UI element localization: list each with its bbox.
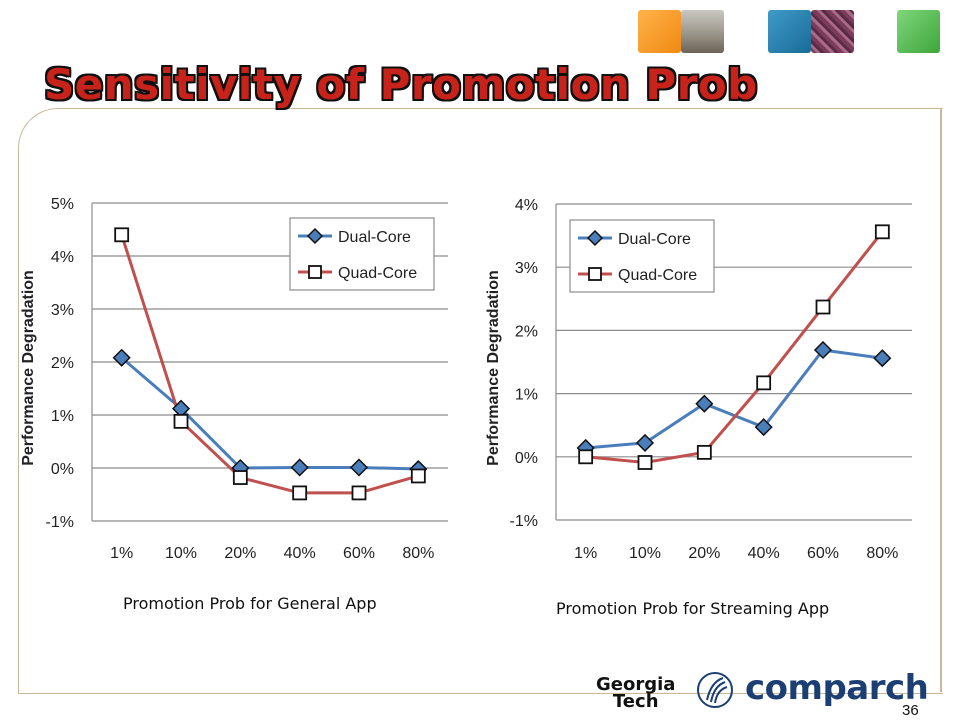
general-point-quad-core — [410, 468, 426, 484]
streaming-legend-label: Dual-Core — [618, 231, 691, 248]
general-point-quad-core — [292, 485, 308, 501]
general-series-line-dual-core — [120, 356, 419, 471]
streaming-point-quad-core — [578, 449, 594, 465]
georgia-tech-logo-line1: Georgia — [596, 674, 676, 695]
streaming-point-dual-core — [813, 340, 833, 360]
general-ytick-label: 5% — [51, 196, 74, 213]
chip-photo-tile — [811, 10, 854, 53]
general-series-line-quad-core — [120, 234, 419, 495]
streaming-xtick-label: 10% — [629, 545, 661, 562]
streaming-ytick-label: 0% — [515, 450, 538, 467]
general-xtick-label: 80% — [402, 545, 434, 562]
general-app-caption: Promotion Prob for General App — [123, 594, 377, 613]
general-xtick-label: 60% — [343, 545, 375, 562]
general-point-quad-core — [232, 470, 248, 485]
slide-title: Sensitivity of Promotion Prob — [44, 60, 758, 109]
georgia-tech-logo-line2: Tech — [612, 691, 659, 712]
streaming-xtick-label: 20% — [688, 545, 720, 562]
general-xtick-label: 20% — [224, 545, 256, 562]
streaming-legend-marker — [588, 267, 602, 281]
orange-tile — [638, 10, 681, 53]
green-tile — [897, 10, 940, 53]
general-ytick-label: -1% — [46, 514, 74, 531]
streaming-point-dual-core — [695, 394, 714, 413]
streaming-legend-marker — [586, 229, 604, 247]
general-point-quad-core — [351, 485, 367, 501]
streaming-point-quad-core — [756, 375, 772, 391]
general-point-dual-core — [112, 348, 131, 367]
streaming-xtick-label: 80% — [866, 545, 898, 562]
general-xtick-label: 40% — [284, 545, 316, 562]
general-legend-label: Dual-Core — [338, 229, 411, 246]
general-ytick-label: 0% — [51, 461, 74, 478]
comparch-logo: comparch — [745, 668, 929, 708]
streaming-ylabel: Performance Degradation — [485, 270, 502, 466]
general-legend-marker — [306, 227, 324, 245]
general-ytick-label: 2% — [51, 355, 74, 372]
general-point-quad-core — [173, 413, 189, 429]
streaming-ytick-label: 4% — [515, 197, 538, 214]
streaming-app-caption: Promotion Prob for Streaming App — [556, 599, 830, 618]
streaming-ytick-label: 1% — [515, 387, 538, 404]
streaming-point-quad-core — [874, 224, 890, 240]
general-legend-marker — [308, 265, 322, 279]
general-point-dual-core — [290, 458, 309, 477]
blue-tile — [768, 10, 811, 53]
general-ytick-label: 1% — [51, 408, 74, 425]
general-xtick-label: 10% — [165, 545, 197, 562]
page-number: 36 — [902, 702, 919, 719]
streaming-point-quad-core — [815, 299, 831, 315]
campus-photo-tile — [681, 10, 724, 53]
streaming-point-dual-core — [635, 433, 655, 452]
content-frame — [18, 108, 943, 694]
streaming-legend-label: Quad-Core — [618, 267, 697, 284]
streaming-ytick-label: -1% — [510, 513, 538, 530]
streaming-point-quad-core — [696, 444, 712, 460]
general-ylabel: Performance Degradation — [20, 270, 37, 466]
streaming-ytick-label: 3% — [515, 260, 538, 277]
general-ytick-label: 3% — [51, 302, 74, 319]
streaming-xtick-label: 40% — [748, 545, 780, 562]
general-point-quad-core — [114, 227, 130, 243]
content-frame-edge — [940, 108, 942, 692]
streaming-point-quad-core — [637, 455, 653, 470]
general-ytick-label: 4% — [51, 249, 74, 266]
streaming-ytick-label: 2% — [515, 323, 538, 340]
streaming-xtick-label: 60% — [807, 545, 839, 562]
general-legend-label: Quad-Core — [338, 265, 417, 282]
streaming-point-dual-core — [754, 418, 773, 437]
general-point-dual-core — [349, 458, 369, 477]
streaming-xtick-label: 1% — [574, 545, 597, 562]
streaming-series-line-quad-core — [585, 230, 884, 465]
general-xtick-label: 1% — [110, 545, 133, 562]
georgia-tech-logo: Georgia Tech — [596, 674, 676, 712]
comparch-swirl-icon — [697, 672, 733, 708]
streaming-series-line-dual-core — [585, 348, 883, 450]
streaming-point-dual-core — [873, 349, 892, 368]
